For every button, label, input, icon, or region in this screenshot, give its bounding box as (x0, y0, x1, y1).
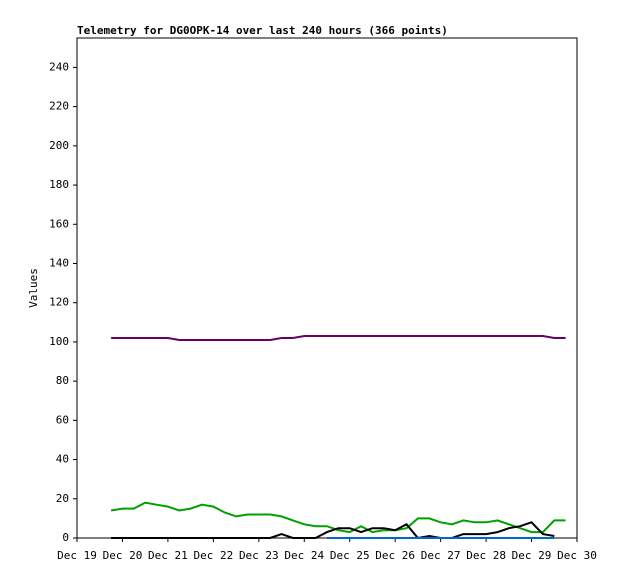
plot-frame (76, 37, 578, 539)
x-tick-label: Dec 27 (421, 549, 461, 562)
series-line (110, 501, 566, 534)
x-tick-label: Dec 25 (330, 549, 370, 562)
y-tick-label: 60 (56, 413, 69, 426)
y-tick-label: 0 (62, 531, 69, 544)
x-tick-label: Dec 21 (148, 549, 188, 562)
y-tick-label: 200 (49, 139, 69, 152)
y-axis-label: Values (27, 268, 40, 308)
x-tick-label: Dec 24 (284, 549, 324, 562)
y-tick-label: 240 (49, 60, 69, 73)
y-tick-label: 140 (49, 256, 69, 269)
x-tick-label: Dec 20 (103, 549, 143, 562)
chart-title: Telemetry for DG0OPK-14 over last 240 ho… (77, 24, 448, 37)
y-tick-label: 20 (56, 492, 69, 505)
y-tick-label: 80 (56, 374, 69, 387)
y-tick-label: 100 (49, 335, 69, 348)
y-tick-label: 180 (49, 178, 69, 191)
series-line (111, 335, 566, 341)
x-tick-label: Dec 28 (466, 549, 506, 562)
y-tick-label: 40 (56, 453, 69, 466)
x-tick-label: Dec 22 (193, 549, 233, 562)
x-tick-label: Dec 30 (557, 549, 597, 562)
x-tick-label: Dec 23 (239, 549, 279, 562)
x-tick-label: Dec 26 (375, 549, 415, 562)
y-tick-label: 120 (49, 296, 69, 309)
y-tick-label: 160 (49, 217, 69, 230)
x-tick-label: Dec 19 (57, 549, 97, 562)
y-tick-label: 220 (49, 100, 69, 113)
x-tick-label: Dec 29 (512, 549, 552, 562)
series-line (111, 521, 555, 540)
